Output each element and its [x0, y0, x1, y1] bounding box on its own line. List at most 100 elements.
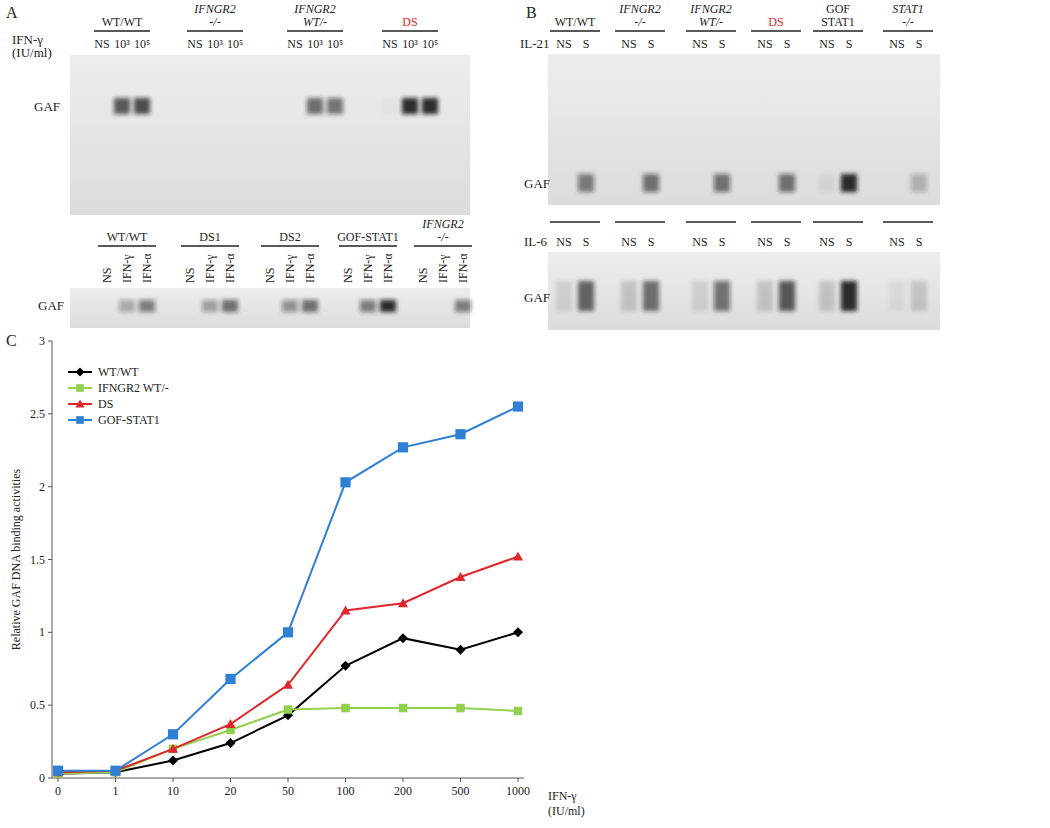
group-label: IFNGR2 [421, 217, 463, 231]
x-tick [460, 778, 461, 782]
band [94, 98, 110, 114]
group-label: WT/- [303, 15, 327, 29]
legend-label: WT/WT [98, 365, 139, 379]
lane-label: NS [287, 37, 302, 51]
y-tick-label: 0.5 [30, 698, 45, 712]
x-tick-label: 100 [337, 784, 355, 798]
lane-label: 10⁵ [134, 37, 150, 51]
x-tick [345, 778, 346, 782]
group-bar [550, 221, 600, 223]
group-bar [94, 30, 150, 32]
band [578, 174, 594, 192]
y-tick-label: 2 [39, 480, 45, 494]
band [714, 174, 730, 192]
band [287, 98, 303, 114]
x-tick [58, 778, 59, 782]
group-bar [414, 245, 472, 247]
figure: ABCGAFIFN-γ(IU/ml)WT/WTNS10³10⁵IFNGR2-/-… [0, 0, 1050, 828]
gel-image [548, 54, 940, 205]
group-bar [261, 245, 319, 247]
gel-panel: GAFIL-6NSSNSSNSSNSSNSSNSS [524, 222, 940, 330]
band [889, 281, 905, 311]
group-label: -/- [634, 15, 645, 29]
point [226, 719, 236, 728]
lane-label: 10³ [114, 37, 130, 51]
group-bar [382, 30, 438, 32]
band [692, 174, 708, 192]
group-bar [883, 221, 933, 223]
band [714, 281, 730, 311]
point [513, 552, 523, 561]
band [207, 98, 223, 114]
point [53, 766, 63, 776]
legend: WT/WTIFNGR2 WT/-DSGOF-STAT1 [68, 365, 169, 427]
lane-label: IFN-α [303, 253, 317, 283]
lane-label: S [916, 37, 923, 51]
band [327, 98, 343, 114]
lane-label: NS [889, 37, 904, 51]
band [139, 300, 155, 312]
lane-label: S [719, 37, 726, 51]
group-label: WT/WT [102, 15, 143, 29]
y-axis-title: Relative GAF DNA binding activities [9, 469, 23, 651]
band [556, 174, 572, 192]
lane-label: NS [183, 268, 197, 283]
band [382, 98, 398, 114]
band [119, 300, 135, 312]
point [456, 704, 465, 713]
legend-marker [76, 400, 85, 408]
y-tick [48, 559, 52, 560]
group-bar [686, 221, 736, 223]
group-label: IFNGR2 [689, 2, 731, 16]
point [341, 661, 351, 671]
group-label: GOF [826, 2, 850, 16]
band [282, 300, 298, 312]
y-tick [48, 778, 52, 779]
panel-label: B [526, 4, 537, 21]
point [341, 704, 350, 713]
group-label: DS [402, 15, 417, 29]
treatment-label: (IU/ml) [12, 45, 52, 60]
legend-label: DS [98, 397, 113, 411]
lane-label: S [784, 37, 791, 51]
point [455, 429, 465, 439]
y-tick [48, 705, 52, 706]
band [621, 281, 637, 311]
x-tick-label: 1000 [506, 784, 530, 798]
point [169, 745, 178, 754]
band [340, 300, 356, 312]
lane-label: NS [382, 37, 397, 51]
point [284, 705, 293, 714]
group-label: -/- [902, 15, 913, 29]
lane-label: NS [556, 37, 571, 51]
lane-label: S [583, 37, 590, 51]
lane-label: NS [556, 235, 571, 249]
band-label: GAF [38, 298, 64, 313]
band [621, 174, 637, 192]
band [307, 98, 323, 114]
point [398, 598, 408, 607]
group-label: -/- [437, 230, 448, 244]
lane-label: NS [187, 37, 202, 51]
point [168, 756, 178, 766]
group-label: IFNGR2 [618, 2, 660, 16]
lane-label: NS [819, 37, 834, 51]
legend-marker [76, 384, 84, 392]
lane-label: 10³ [402, 37, 418, 51]
lane-label: IFN-γ [361, 254, 375, 283]
lane-label: S [648, 235, 655, 249]
band [182, 300, 198, 312]
group-label: STAT1 [892, 2, 923, 16]
lane-label: S [916, 235, 923, 249]
point [399, 704, 408, 713]
group-bar [98, 245, 156, 247]
group-bar [550, 30, 600, 32]
lane-label: NS [757, 235, 772, 249]
point [168, 729, 178, 739]
band [202, 300, 218, 312]
band [422, 98, 438, 114]
y-tick-label: 0 [39, 771, 45, 785]
lane-label: S [648, 37, 655, 51]
band [435, 300, 451, 312]
group-label: IFNGR2 [293, 2, 335, 16]
